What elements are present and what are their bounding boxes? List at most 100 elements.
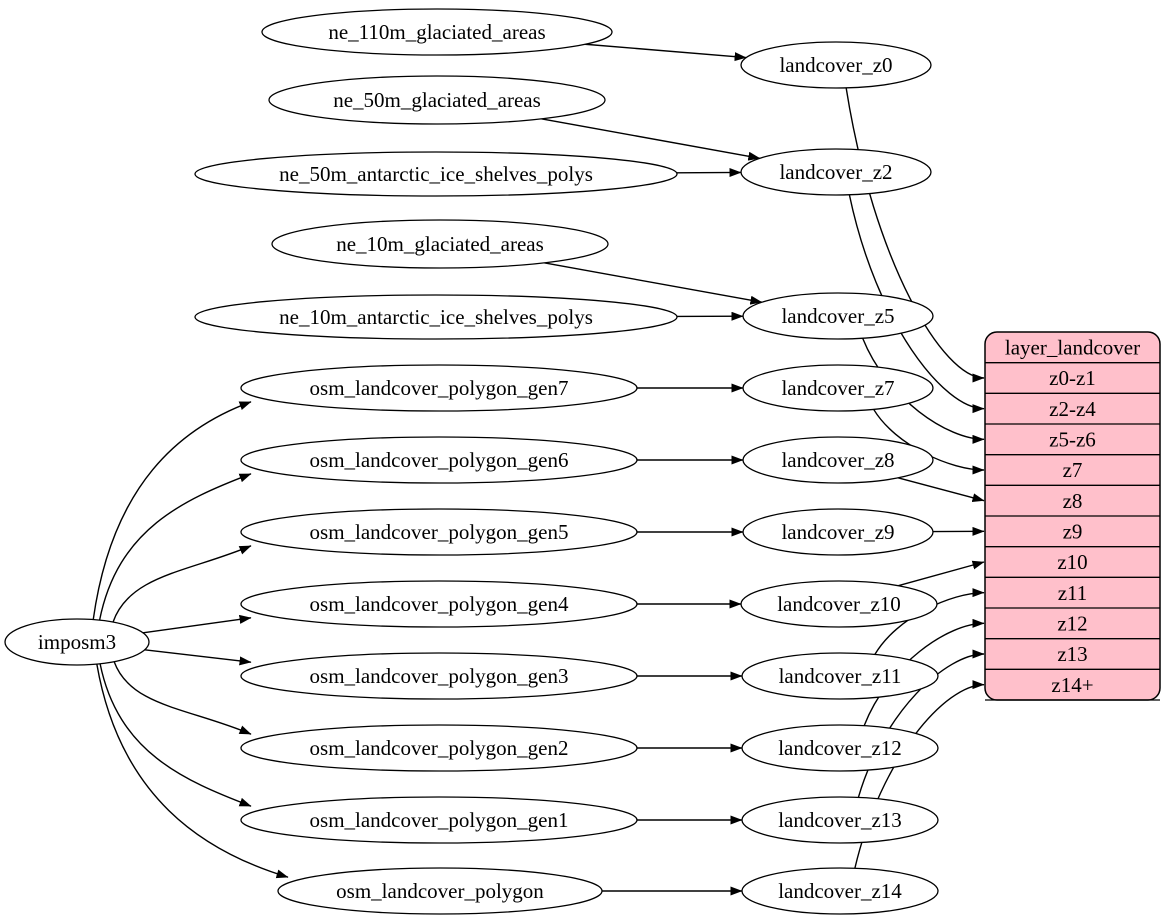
node-imposm3: imposm3 bbox=[4, 618, 150, 666]
node-label: landcover_z12 bbox=[778, 736, 902, 760]
node-landcover_z10: landcover_z10 bbox=[740, 580, 938, 628]
node-ellipse bbox=[741, 796, 939, 844]
node-osm_landcover_polygon_gen7: osm_landcover_polygon_gen7 bbox=[240, 364, 638, 412]
node-ellipse bbox=[240, 436, 638, 484]
node-osm_landcover_polygon_gen4: osm_landcover_polygon_gen4 bbox=[240, 580, 638, 628]
node-osm_landcover_polygon_gen2: osm_landcover_polygon_gen2 bbox=[240, 724, 638, 772]
table-row-z2-z4: z2-z4 bbox=[1049, 397, 1096, 421]
edge-ne_50m_glaciated_areas--landcover_z2 bbox=[541, 118, 761, 161]
node-ellipse bbox=[240, 364, 638, 412]
node-label: osm_landcover_polygon bbox=[336, 879, 544, 903]
node-label: osm_landcover_polygon_gen5 bbox=[310, 520, 569, 544]
node-label: ne_10m_antarctic_ice_shelves_polys bbox=[279, 305, 593, 329]
node-landcover_z0: landcover_z0 bbox=[740, 41, 932, 89]
node-osm_landcover_polygon: osm_landcover_polygon bbox=[277, 867, 603, 915]
table-row-z5-z6: z5-z6 bbox=[1049, 427, 1096, 451]
node-ellipse bbox=[741, 867, 939, 915]
table-row-z13: z13 bbox=[1057, 642, 1087, 666]
layer-landcover-table: layer_landcover z0-z1 z2-z4 z5-z6 z7 z8 z9 z10 z… bbox=[984, 331, 1161, 701]
node-label: ne_10m_glaciated_areas bbox=[336, 232, 544, 256]
node-ellipse bbox=[742, 364, 934, 412]
node-label: landcover_z7 bbox=[781, 376, 894, 400]
node-ellipse bbox=[740, 580, 938, 628]
node-ellipse bbox=[740, 41, 932, 89]
layer-table-header: layer_landcover bbox=[1005, 335, 1140, 359]
edge-imposm3--osm_landcover_polygon_gen4 bbox=[142, 614, 252, 634]
edge-landcover_z8--z8 bbox=[897, 477, 985, 503]
table-row-z0-z1: z0-z1 bbox=[1049, 366, 1096, 390]
node-osm_landcover_polygon_gen3: osm_landcover_polygon_gen3 bbox=[240, 652, 638, 700]
node-ellipse bbox=[194, 294, 678, 340]
node-label: landcover_z10 bbox=[777, 592, 901, 616]
node-ne_10m_antarctic_ice_shelves_polys: ne_10m_antarctic_ice_shelves_polys bbox=[194, 294, 678, 340]
edge-landcover_z12--z12 bbox=[863, 618, 985, 726]
node-ellipse bbox=[194, 151, 678, 197]
edge-imposm3--osm_landcover_polygon_gen2 bbox=[113, 661, 252, 735]
node-ellipse bbox=[742, 436, 934, 484]
table-row-z14+: z14+ bbox=[1051, 673, 1093, 697]
node-label: ne_50m_glaciated_areas bbox=[333, 88, 541, 112]
node-label: osm_landcover_polygon_gen1 bbox=[310, 808, 569, 832]
node-ellipse bbox=[277, 867, 603, 915]
node-ellipse bbox=[240, 652, 638, 700]
node-ellipse bbox=[261, 8, 613, 56]
node-landcover_z14: landcover_z14 bbox=[741, 867, 939, 915]
node-label: osm_landcover_polygon_gen4 bbox=[310, 592, 569, 616]
table-row-z7: z7 bbox=[1063, 458, 1083, 482]
edge-imposm3--osm_landcover_polygon_gen7 bbox=[92, 401, 252, 620]
node-ellipse bbox=[742, 508, 934, 556]
node-label: osm_landcover_polygon_gen7 bbox=[310, 376, 569, 400]
node-osm_landcover_polygon_gen1: osm_landcover_polygon_gen1 bbox=[240, 796, 638, 844]
node-ne_50m_glaciated_areas: ne_50m_glaciated_areas bbox=[268, 75, 606, 125]
node-label: landcover_z13 bbox=[778, 808, 902, 832]
node-ne_50m_antarctic_ice_shelves_polys: ne_50m_antarctic_ice_shelves_polys bbox=[194, 151, 678, 197]
edge-ne_110m_glaciated_areas--landcover_z0 bbox=[585, 43, 747, 62]
edge-imposm3--osm_landcover_polygon bbox=[96, 663, 289, 879]
node-label: osm_landcover_polygon_gen6 bbox=[310, 448, 569, 472]
node-label: landcover_z11 bbox=[779, 664, 902, 688]
edge-imposm3--osm_landcover_polygon_gen3 bbox=[144, 649, 252, 666]
node-landcover_z5: landcover_z5 bbox=[742, 292, 934, 340]
node-landcover_z13: landcover_z13 bbox=[741, 796, 939, 844]
node-landcover_z9: landcover_z9 bbox=[742, 508, 934, 556]
node-osm_landcover_polygon_gen5: osm_landcover_polygon_gen5 bbox=[240, 508, 638, 556]
node-label: ne_110m_glaciated_areas bbox=[328, 20, 545, 44]
edge-landcover_z5--z5-z6 bbox=[862, 337, 985, 444]
edge-landcover_z2--z2-z4 bbox=[848, 194, 985, 414]
node-label: landcover_z8 bbox=[781, 448, 894, 472]
edge-landcover_z10--z10 bbox=[898, 560, 985, 587]
node-ellipse bbox=[271, 219, 609, 269]
edge-imposm3--osm_landcover_polygon_gen6 bbox=[98, 473, 252, 621]
node-label: ne_50m_antarctic_ice_shelves_polys bbox=[279, 162, 593, 186]
node-label: osm_landcover_polygon_gen2 bbox=[310, 736, 569, 760]
table-row-z12: z12 bbox=[1057, 611, 1087, 635]
node-ellipse bbox=[240, 580, 638, 628]
node-label: landcover_z2 bbox=[779, 160, 892, 184]
node-ellipse bbox=[742, 292, 934, 340]
node-label: landcover_z0 bbox=[779, 53, 892, 77]
node-label: landcover_z14 bbox=[778, 879, 902, 903]
node-label: osm_landcover_polygon_gen3 bbox=[310, 664, 569, 688]
node-ellipse bbox=[240, 796, 638, 844]
edge-ne_10m_glaciated_areas--landcover_z5 bbox=[543, 262, 763, 305]
node-landcover_z12: landcover_z12 bbox=[741, 724, 939, 772]
node-label: imposm3 bbox=[38, 630, 116, 654]
node-ellipse bbox=[4, 618, 150, 666]
node-ellipse bbox=[741, 652, 939, 700]
node-ne_110m_glaciated_areas: ne_110m_glaciated_areas bbox=[261, 8, 613, 56]
node-landcover_z7: landcover_z7 bbox=[742, 364, 934, 412]
node-ellipse bbox=[240, 724, 638, 772]
table-row-z10: z10 bbox=[1057, 550, 1087, 574]
node-ellipse bbox=[741, 724, 939, 772]
node-landcover_z11: landcover_z11 bbox=[741, 652, 939, 700]
node-ellipse bbox=[740, 148, 932, 196]
node-label: landcover_z5 bbox=[781, 304, 894, 328]
node-label: landcover_z9 bbox=[781, 520, 894, 544]
node-landcover_z2: landcover_z2 bbox=[740, 148, 932, 196]
node-ne_10m_glaciated_areas: ne_10m_glaciated_areas bbox=[271, 219, 609, 269]
node-ellipse bbox=[240, 508, 638, 556]
table-row-z9: z9 bbox=[1063, 519, 1083, 543]
table-row-z11: z11 bbox=[1058, 581, 1088, 605]
